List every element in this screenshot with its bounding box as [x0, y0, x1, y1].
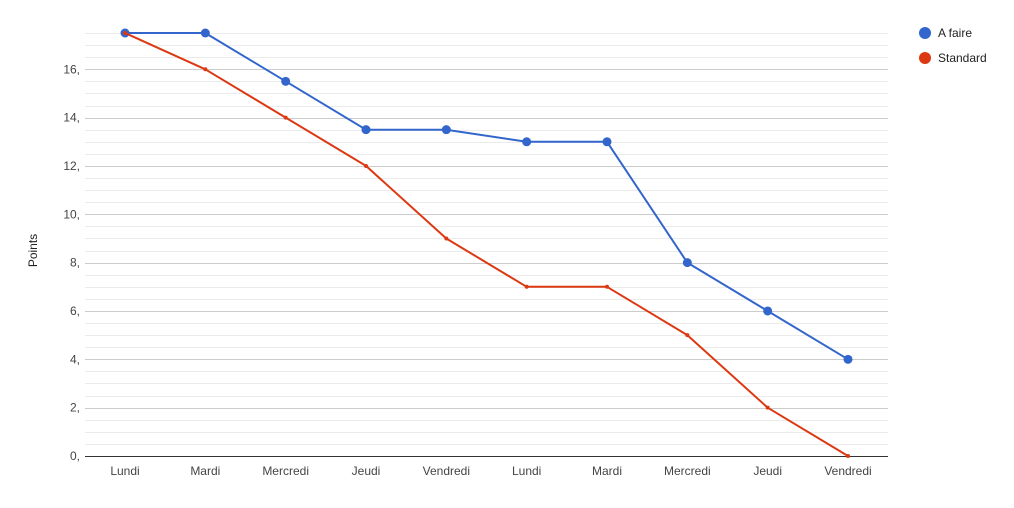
y-tick-label: 10,	[63, 207, 80, 221]
x-tick-label: Lundi	[512, 464, 541, 478]
x-tick-label: Mardi	[592, 464, 622, 478]
y-tick-label: 14,	[63, 111, 80, 125]
y-tick-label: 16,	[63, 62, 80, 76]
data-point	[846, 454, 850, 458]
data-point	[203, 67, 208, 72]
data-point	[522, 137, 532, 147]
y-axis-title: Points	[26, 234, 40, 267]
data-point	[765, 405, 770, 410]
data-point	[605, 284, 609, 289]
data-point	[685, 333, 690, 338]
data-point	[281, 76, 291, 86]
data-point	[361, 125, 371, 135]
data-point	[843, 354, 853, 364]
data-point	[283, 115, 288, 120]
data-point	[441, 125, 451, 135]
grid-layer	[85, 33, 888, 445]
data-point	[364, 163, 368, 168]
data-point	[602, 137, 612, 147]
y-tick-label: 6,	[70, 304, 80, 318]
legend-swatch	[919, 52, 931, 64]
y-tick-label: 2,	[70, 401, 80, 415]
x-tick-label: Mardi	[190, 464, 220, 478]
x-tick-label: Lundi	[110, 464, 139, 478]
y-tick-label: 12,	[63, 159, 80, 173]
y-tick-label: 8,	[70, 256, 80, 270]
legend-label: Standard	[938, 51, 987, 65]
legend-entry: Standard	[919, 51, 987, 65]
x-tick-label: Mercredi	[262, 464, 309, 478]
legend-label: A faire	[938, 26, 972, 40]
series-line	[124, 32, 849, 457]
y-tick-label: 4,	[70, 352, 80, 366]
series-a-faire	[120, 28, 853, 364]
series-layer	[120, 28, 853, 458]
series-standard	[123, 31, 850, 458]
y-tick-label: 0,	[70, 449, 80, 463]
legend: A faire Standard	[919, 26, 987, 65]
x-tick-label: Jeudi	[753, 464, 782, 478]
data-point	[200, 28, 210, 38]
x-tick-label: Mercredi	[664, 464, 711, 478]
axis-layer: 0, 2, 4, 6, 8, 10, 12, 14, 16, Lundi Mardi Mercredi…	[26, 62, 888, 478]
series-line	[125, 32, 849, 361]
data-point	[682, 258, 692, 268]
data-point	[444, 236, 449, 241]
x-tick-label: Jeudi	[352, 464, 381, 478]
legend-entry: A faire	[919, 26, 972, 40]
data-point	[524, 284, 529, 289]
x-tick-label: Vendredi	[824, 464, 871, 478]
legend-swatch	[919, 27, 931, 39]
data-point	[763, 306, 773, 316]
x-tick-label: Vendredi	[423, 464, 470, 478]
data-point	[123, 31, 127, 35]
